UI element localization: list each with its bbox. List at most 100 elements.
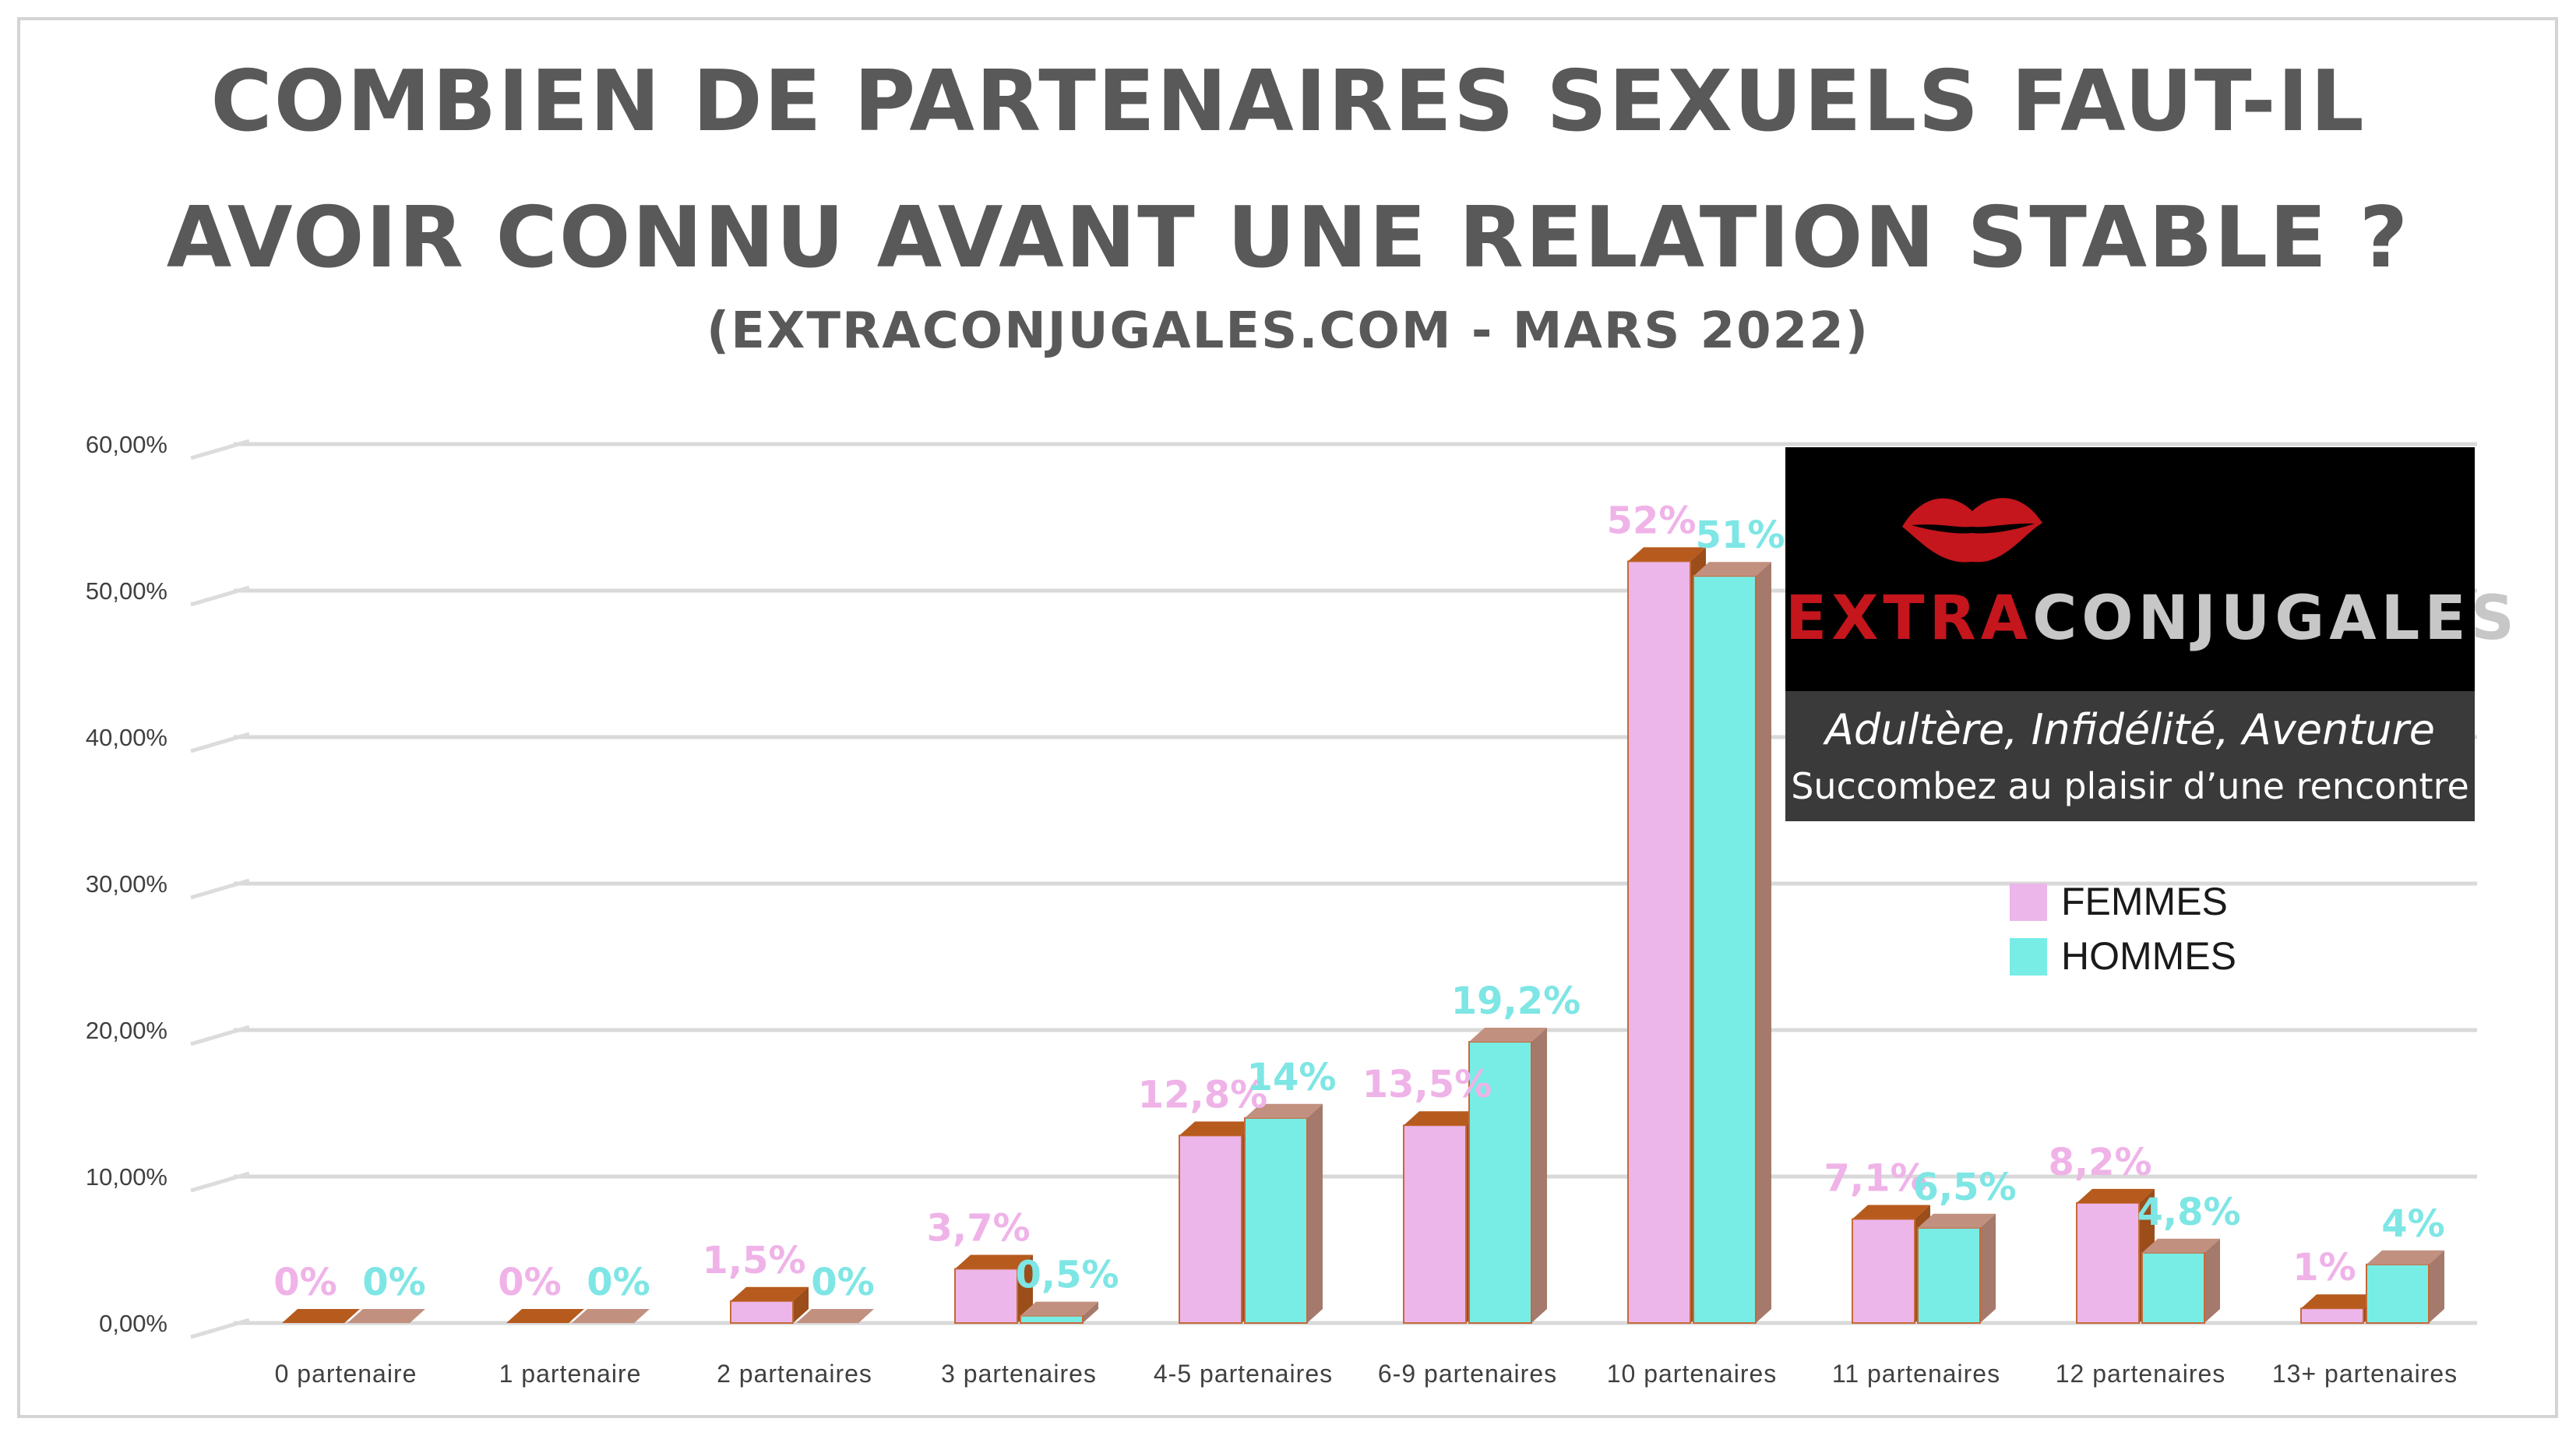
data-label-hommes: 0% xyxy=(587,1261,650,1304)
bar-front xyxy=(1244,1117,1308,1325)
legend-label-hommes: HOMMES xyxy=(2061,934,2236,978)
gridline-depth xyxy=(190,732,250,753)
bars xyxy=(282,547,2444,1325)
bar-hommes xyxy=(1468,1028,1547,1325)
legend-label-femmes: FEMMES xyxy=(2061,880,2228,923)
brand-banner: EXTRACONJUGALES Adultère, Infidélité, Av… xyxy=(1785,447,2514,821)
bar-side xyxy=(1980,1213,1996,1323)
bar-front xyxy=(730,1300,794,1325)
bar-side xyxy=(1531,1028,1547,1323)
x-tick-label: 12 partenaires xyxy=(2056,1360,2226,1388)
x-tick-label: 2 partenaires xyxy=(717,1360,872,1388)
x-tick-label: 3 partenaires xyxy=(941,1360,1097,1388)
bar-side xyxy=(2204,1238,2220,1323)
y-tick-label: 60,00% xyxy=(86,431,167,458)
data-label-hommes: 4% xyxy=(2381,1202,2445,1246)
bar-top xyxy=(1852,1205,1930,1219)
bar-front xyxy=(954,1268,1018,1324)
bar-top xyxy=(796,1309,874,1323)
bar-top xyxy=(2077,1188,2155,1203)
data-label-femmes: 13,5% xyxy=(1362,1063,1492,1106)
data-labels: 0% 0% 0% 0%1,5%0%3,7%0,5%12,8%14% 13,5%19,2%… xyxy=(273,499,2445,1304)
chart-frame xyxy=(17,17,2558,1418)
gridline-depth xyxy=(190,439,250,460)
data-label-femmes: 3,7% xyxy=(926,1206,1030,1250)
data-label-femmes: 7,1% xyxy=(1824,1157,1927,1201)
data-label-hommes: 0% xyxy=(362,1261,426,1304)
bar-top xyxy=(2366,1250,2444,1265)
brand-tagline-2: Succombez au plaisir d’une rencontre xyxy=(1791,765,2469,807)
bar-hommes xyxy=(796,1309,874,1323)
bar-front xyxy=(1179,1134,1242,1324)
bar-front xyxy=(1693,575,1757,1324)
bar-side xyxy=(1307,1103,1323,1323)
x-tick-label: 10 partenaires xyxy=(1607,1360,1778,1388)
bar-femmes xyxy=(282,1309,360,1323)
bar-top xyxy=(1469,1028,1547,1043)
bar-top xyxy=(572,1309,650,1323)
data-label-hommes: 19,2% xyxy=(1451,979,1581,1023)
bar-top xyxy=(506,1309,584,1323)
x-tick-label: 6-9 partenaires xyxy=(1378,1360,1557,1388)
legend-swatch-femmes xyxy=(2010,884,2047,921)
brand-tagline-1: Adultère, Infidélité, Aventure xyxy=(1824,705,2436,754)
y-tick-label: 10,00% xyxy=(86,1163,167,1191)
bar-hommes xyxy=(1020,1301,1098,1324)
bar-side xyxy=(1756,562,1771,1323)
data-label-hommes: 0,5% xyxy=(1015,1254,1119,1297)
y-tick-label: 40,00% xyxy=(86,724,167,751)
data-label-hommes: 4,8% xyxy=(2137,1191,2240,1234)
bar-femmes xyxy=(730,1286,809,1325)
brand-logo-part-red: EXTRA xyxy=(1785,584,2033,654)
bar-top xyxy=(282,1309,360,1323)
bar-front xyxy=(1917,1226,1981,1325)
x-tick-label: 4-5 partenaires xyxy=(1154,1360,1333,1388)
bar-hommes xyxy=(1244,1103,1323,1325)
bar-front xyxy=(1403,1124,1467,1324)
brand-logo: EXTRACONJUGALES xyxy=(1785,584,2514,654)
bar-front xyxy=(1627,560,1691,1324)
data-label-femmes: 52% xyxy=(1607,499,1697,542)
bar-top xyxy=(1693,562,1771,577)
bar-hommes xyxy=(1917,1213,1996,1325)
bar-hommes xyxy=(572,1309,650,1323)
legend-swatch-hommes xyxy=(2010,938,2047,976)
bar-femmes xyxy=(2076,1188,2155,1324)
bar-hommes xyxy=(347,1309,425,1323)
bar-top xyxy=(1245,1103,1323,1118)
x-axis-tick-labels: 0 partenaire 1 partenaire 2 partenaires 3 p… xyxy=(275,1360,2458,1388)
bar-side xyxy=(793,1286,809,1323)
data-label-hommes: 0% xyxy=(811,1261,875,1304)
data-label-femmes: 12,8% xyxy=(1138,1073,1268,1117)
bar-hommes xyxy=(2366,1250,2444,1325)
bar-side xyxy=(1083,1301,1098,1323)
x-tick-label: 0 partenaire xyxy=(275,1360,418,1388)
bar-front xyxy=(1852,1218,1915,1325)
data-label-hommes: 6,5% xyxy=(1912,1166,2016,1209)
x-tick-label: 13+ partenaires xyxy=(2272,1360,2458,1388)
data-label-femmes: 1,5% xyxy=(702,1239,805,1283)
bar-hommes xyxy=(2141,1238,2220,1325)
data-label-femmes: 0% xyxy=(498,1261,562,1304)
bar-top xyxy=(1918,1213,1996,1228)
bar-femmes xyxy=(506,1309,584,1323)
bar-side xyxy=(2429,1250,2444,1323)
gridline-depth xyxy=(190,1171,250,1193)
y-tick-label: 0,00% xyxy=(99,1310,167,1337)
bar-hommes xyxy=(1693,562,1771,1324)
bar-front xyxy=(2141,1251,2205,1325)
bar-front xyxy=(2366,1263,2430,1325)
data-label-hommes: 14% xyxy=(1247,1056,1337,1099)
bar-top xyxy=(1628,547,1706,562)
data-label-femmes: 1% xyxy=(2292,1246,2356,1290)
gridline-depth xyxy=(190,1025,250,1046)
data-label-femmes: 0% xyxy=(273,1261,337,1304)
bar-top xyxy=(2301,1294,2379,1309)
data-label-femmes: 8,2% xyxy=(2048,1141,2151,1184)
brand-logo-area: EXTRACONJUGALES xyxy=(1785,447,2514,691)
bar-top xyxy=(1404,1111,1482,1126)
brand-logo-part-grey: CONJUGALES xyxy=(2032,584,2519,654)
bar-top xyxy=(955,1254,1033,1269)
chart-title-line-1: COMBIEN DE PARTENAIRES SEXUELS FAUT-IL xyxy=(210,53,2366,150)
